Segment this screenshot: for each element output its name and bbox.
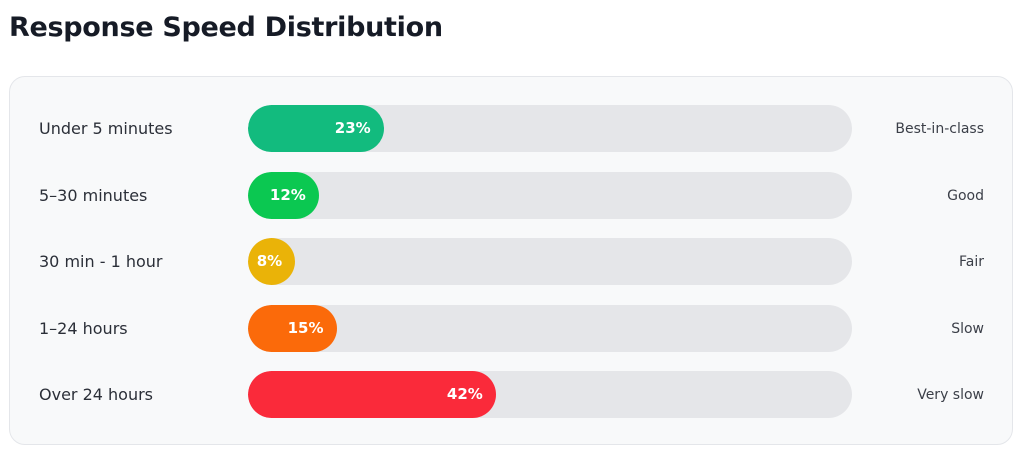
rating-label: Good [947,187,984,204]
bar-fill: 15% [248,304,337,352]
category-label: 5–30 minutes [39,185,148,205]
rating-label: Very slow [917,387,984,403]
rating-label: Best-in-class [895,121,984,137]
bar-track: 12% [248,171,852,219]
bar-track: 8% [248,238,852,285]
category-label: Under 5 minutes [39,119,173,138]
bar-row: 1–24 hours 15% Slow [10,304,1012,353]
bar-fill: 12% [248,171,319,219]
bar-track: 23% [248,105,852,152]
bar-row: 30 min - 1 hour 8% Fair [10,238,1012,286]
bar-row: Under 5 minutes 23% Best-in-class [10,105,1012,153]
chart-title: Response Speed Distribution [9,12,443,43]
bar-row: Over 24 hours 42% Very slow [10,371,1012,419]
bar-fill: 8% [248,238,296,285]
bar-row: 5–30 minutes 12% Good [10,171,1012,220]
bar-track: 42% [248,371,852,418]
bar-fill: 23% [248,105,384,152]
bar-track: 15% [248,304,852,352]
category-label: 1–24 hours [39,318,128,338]
bar-fill: 42% [248,371,496,418]
rating-label: Slow [951,320,984,337]
category-label: 30 min - 1 hour [39,252,163,271]
distribution-card: Under 5 minutes 23% Best-in-class 5–30 m… [9,76,1013,445]
category-label: Over 24 hours [39,385,153,404]
rating-label: Fair [959,254,984,270]
